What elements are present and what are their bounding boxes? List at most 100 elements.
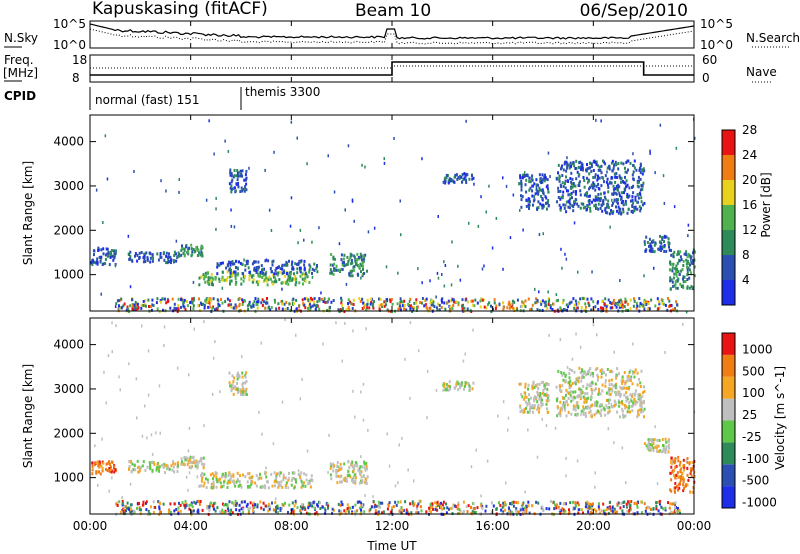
range-gate-cell	[637, 395, 640, 399]
range-gate-cell	[611, 387, 614, 391]
range-gate-cell	[190, 243, 193, 247]
range-gate-cell	[548, 298, 551, 302]
range-gate-cell	[276, 511, 279, 515]
range-gate-cell	[547, 199, 550, 202]
range-gate-cell	[200, 473, 202, 477]
range-gate-cell	[285, 300, 288, 304]
range-gate-cell	[298, 308, 301, 312]
range-gate-cell	[594, 188, 597, 192]
range-gate-cell	[265, 301, 267, 305]
range-gate-cell	[424, 303, 427, 307]
range-gate-cell	[689, 268, 691, 272]
range-gate-cell	[663, 249, 666, 253]
range-gate-cell	[91, 472, 94, 476]
range-gate-cell	[294, 478, 297, 481]
range-gate-cell	[692, 251, 694, 255]
range-gate-cell	[610, 402, 613, 406]
range-gate-cell	[445, 176, 448, 180]
range-gate-cell	[216, 506, 219, 510]
range-gate-cell	[354, 510, 357, 514]
range-gate-cell	[594, 305, 597, 309]
range-gate-cell	[586, 167, 589, 171]
range-gate-cell	[159, 510, 162, 514]
range-gate-cell	[352, 265, 355, 269]
range-gate-cell	[579, 297, 582, 301]
range-gate-cell	[308, 501, 311, 505]
range-gate-cell	[458, 177, 461, 180]
range-gate-cell	[620, 300, 623, 304]
range-gate-cell	[364, 165, 366, 169]
velocity-data-marks	[91, 318, 696, 517]
range-gate-cell	[528, 188, 531, 192]
range-gate-cell	[340, 267, 343, 271]
range-gate-cell	[664, 508, 667, 512]
range-gate-cell	[636, 207, 639, 211]
range-gate-cell	[641, 203, 644, 207]
range-gate-cell	[528, 180, 531, 184]
range-gate-cell	[241, 393, 244, 397]
range-gate-cell	[545, 201, 547, 205]
range-gate-cell	[557, 505, 560, 509]
range-gate-cell	[232, 386, 235, 390]
range-gate-cell	[682, 489, 685, 493]
range-gate-cell	[543, 300, 546, 304]
range-gate-cell	[629, 161, 632, 165]
range-gate-cell	[332, 255, 335, 259]
range-gate-cell	[515, 507, 518, 511]
range-gate-cell	[561, 301, 564, 305]
range-gate-cell	[264, 306, 267, 310]
range-gate-cell	[275, 307, 278, 311]
range-gate-cell	[285, 263, 288, 267]
range-gate-cell	[586, 506, 589, 510]
range-gate-cell	[626, 195, 628, 199]
range-gate-cell	[438, 308, 441, 312]
range-gate-cell	[541, 417, 543, 421]
range-gate-cell	[667, 297, 669, 300]
range-gate-cell	[366, 298, 369, 302]
range-gate-cell	[225, 278, 228, 281]
range-gate-cell	[512, 306, 515, 310]
range-gate-cell	[237, 484, 240, 488]
range-gate-cell	[577, 508, 580, 512]
range-gate-cell	[233, 262, 236, 266]
range-gate-cell	[231, 383, 234, 387]
range-gate-cell	[589, 382, 592, 386]
range-gate-cell	[353, 480, 356, 484]
power-colorbar-label: Power [dB]	[759, 172, 773, 237]
range-gate-cell	[586, 406, 589, 410]
range-gate-cell	[230, 271, 233, 275]
range-gate-cell	[607, 298, 610, 302]
range-gate-cell	[572, 297, 575, 301]
range-gate-cell	[643, 301, 645, 305]
range-gate-cell	[661, 302, 664, 305]
range-gate-cell	[574, 307, 577, 311]
range-gate-cell	[348, 473, 351, 477]
range-gate-cell	[279, 506, 282, 510]
range-gate-cell	[572, 209, 575, 213]
range-gate-cell	[567, 189, 570, 193]
range-gate-cell	[662, 507, 665, 511]
range-gate-cell	[692, 259, 694, 263]
range-gate-cell	[447, 384, 449, 388]
range-gate-cell	[594, 401, 597, 405]
range-gate-cell	[677, 506, 679, 510]
range-gate-cell	[468, 177, 471, 181]
range-gate-cell	[542, 190, 545, 194]
range-gate-cell	[106, 254, 109, 258]
colorbar-tick-label: 24	[742, 148, 757, 162]
range-gate-cell	[257, 280, 260, 284]
range-gate-cell	[669, 471, 672, 475]
range-gate-cell	[527, 504, 530, 508]
range-gate-cell	[546, 411, 549, 414]
range-gate-cell	[628, 404, 631, 408]
range-gate-cell	[101, 469, 104, 473]
range-gate-cell	[527, 428, 529, 432]
range-gate-cell	[353, 464, 356, 468]
range-gate-cell	[622, 180, 625, 184]
range-gate-cell	[690, 474, 693, 478]
range-gate-cell	[341, 263, 344, 267]
range-gate-cell	[356, 509, 358, 513]
range-gate-cell	[632, 342, 634, 346]
range-gate-cell	[576, 501, 579, 505]
range-gate-cell	[667, 450, 670, 454]
